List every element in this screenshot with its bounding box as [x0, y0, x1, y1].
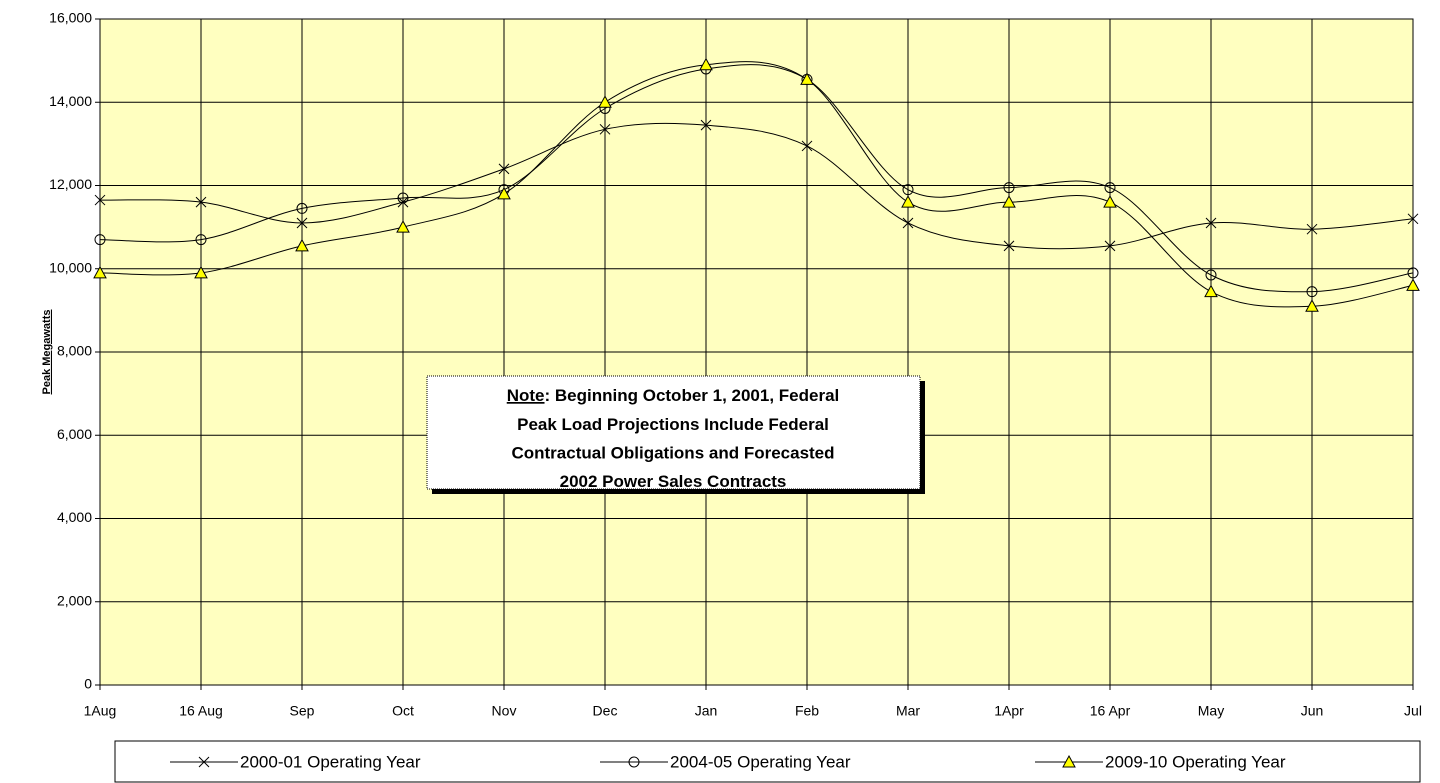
y-tick-label: 14,000: [49, 93, 92, 109]
legend-label: 2000-01 Operating Year: [240, 752, 421, 771]
y-tick-label: 6,000: [57, 426, 92, 442]
y-tick-label: 16,000: [49, 10, 92, 26]
note-label: Note: [507, 386, 545, 405]
marker-x-stroke: [498, 163, 510, 175]
marker-x: [1104, 240, 1116, 252]
marker-x: [296, 217, 308, 229]
marker-x-stroke: [198, 756, 210, 768]
y-axis-label: Peak Megawatts: [41, 310, 53, 395]
marker-triangle: [396, 220, 410, 233]
marker-triangle: [295, 238, 309, 252]
series-line: [99, 122, 1414, 250]
marker-triangle: [800, 72, 814, 85]
marker-circle: [1104, 182, 1116, 194]
marker-x: [700, 119, 712, 131]
marker-x-stroke: [902, 217, 914, 229]
y-tick-label: 0: [84, 676, 92, 692]
x-tick-label: May: [1198, 703, 1224, 719]
marker-x-stroke: [94, 194, 106, 206]
marker-circle: [397, 192, 409, 204]
note-line: Contractual Obligations and Forecasted: [511, 443, 834, 462]
marker-x: [902, 217, 914, 229]
marker-x: [1306, 223, 1318, 235]
note: Note: Beginning October 1, 2001, Federal…: [426, 375, 925, 494]
x-tick-label: Mar: [896, 703, 920, 719]
marker-triangle: [1002, 195, 1016, 208]
x-tick-label: Feb: [795, 703, 819, 719]
y-tick-label: 10,000: [49, 259, 92, 275]
marker-x: [397, 196, 409, 208]
marker-triangle: [497, 186, 511, 200]
marker-x-stroke: [397, 196, 409, 208]
marker-triangle: [1062, 754, 1076, 768]
marker-x-stroke: [1205, 217, 1217, 229]
note-box: [426, 375, 921, 490]
x-tick-label: 1Apr: [994, 703, 1024, 719]
marker-x: [1407, 213, 1419, 225]
note-text: Note: Beginning October 1, 2001, Federal: [507, 386, 840, 405]
legend-label: 2009-10 Operating Year: [1105, 752, 1286, 771]
marker-triangle: [699, 57, 713, 71]
marker-x-stroke: [599, 123, 611, 135]
plot-border: [99, 18, 1414, 686]
marker-x: [94, 194, 106, 206]
x-tick-label: Jun: [1301, 703, 1324, 719]
x-tick-label: Jul: [1404, 703, 1422, 719]
series-line: [99, 61, 1414, 308]
marker-x: [1205, 217, 1217, 229]
marker-triangle: [1204, 284, 1218, 298]
marker-circle: [1003, 182, 1015, 194]
note-line: : Beginning October 1, 2001, Federal: [545, 386, 840, 405]
marker-x: [599, 123, 611, 135]
note-line: 2002 Power Sales Contracts: [560, 472, 787, 491]
marker-triangle: [1406, 278, 1420, 291]
marker-circle: [195, 234, 207, 246]
x-tick-label: Dec: [593, 703, 618, 719]
marker-circle: [1205, 269, 1217, 281]
marker-triangle: [598, 95, 612, 108]
legend-label: 2004-05 Operating Year: [670, 752, 851, 771]
marker-circle: [628, 756, 640, 768]
marker-circle: [902, 184, 914, 196]
x-tick-label: Sep: [290, 703, 315, 719]
marker-x-stroke: [700, 119, 712, 131]
marker-x-stroke: [1407, 213, 1419, 225]
y-tick-label: 2,000: [57, 592, 92, 608]
marker-x-stroke: [1306, 223, 1318, 235]
x-tick-label: Oct: [392, 703, 414, 719]
marker-x-stroke: [801, 140, 813, 152]
marker-x: [195, 196, 207, 208]
marker-circle: [296, 202, 308, 214]
marker-x-stroke: [296, 217, 308, 229]
marker-circle: [1407, 267, 1419, 279]
marker-x: [498, 163, 510, 175]
note-line: Peak Load Projections Include Federal: [517, 415, 829, 434]
marker-x-stroke: [1104, 240, 1116, 252]
marker-circle: [1306, 286, 1318, 298]
y-tick-label: 8,000: [57, 343, 92, 359]
marker-circle: [94, 234, 106, 246]
x-tick-label: 16 Aug: [179, 703, 223, 719]
y-tick-label: 4,000: [57, 509, 92, 525]
marker-x: [801, 140, 813, 152]
x-tick-label: 16 Apr: [1090, 703, 1131, 719]
marker-triangle: [1103, 195, 1117, 208]
marker-x-stroke: [195, 196, 207, 208]
series-line: [99, 64, 1414, 293]
y-tick-label: 12,000: [49, 176, 92, 192]
legend-box: [114, 740, 1421, 783]
x-tick-label: Jan: [695, 703, 718, 719]
marker-triangle: [93, 265, 107, 279]
marker-triangle: [194, 265, 208, 279]
marker-x-stroke: [1003, 240, 1015, 252]
x-tick-label: Nov: [492, 703, 517, 719]
marker-triangle: [901, 195, 915, 208]
marker-triangle: [1305, 299, 1319, 312]
marker-x: [198, 756, 210, 768]
marker-x: [1003, 240, 1015, 252]
x-tick-label: 1Aug: [84, 703, 117, 719]
